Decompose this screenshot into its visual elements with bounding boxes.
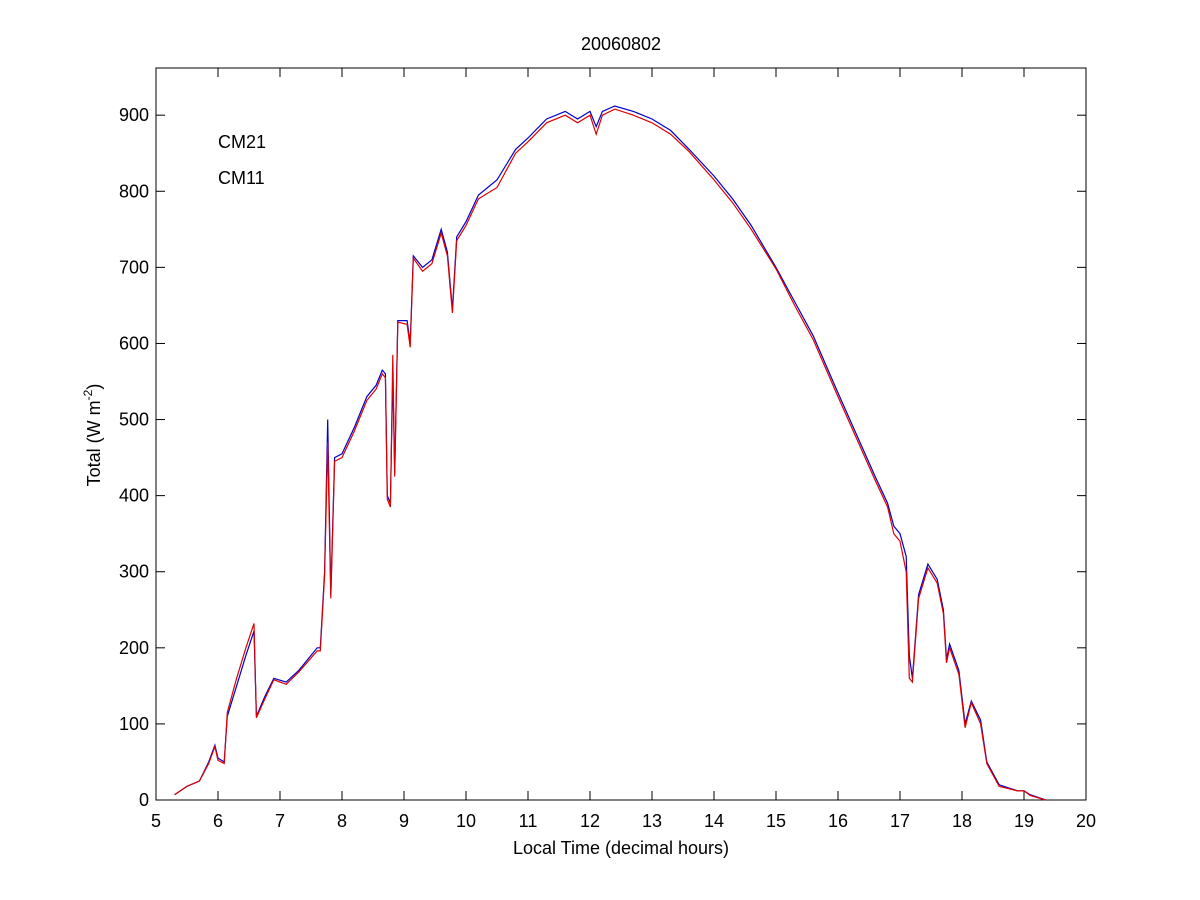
y-tick-label: 600 — [119, 333, 149, 353]
x-tick-label: 11 — [519, 811, 538, 831]
y-tick-label: 400 — [119, 486, 149, 506]
plot-frame — [155, 67, 1087, 801]
x-tick-label: 5 — [151, 811, 161, 831]
chart-title: 20060802 — [581, 34, 661, 54]
x-axis-label: Local Time (decimal hours) — [513, 838, 729, 858]
y-tick-label: 700 — [119, 257, 149, 277]
y-axis-label-main: Total (W m — [84, 400, 104, 486]
x-tick-label: 17 — [890, 811, 910, 831]
x-tick-label: 12 — [580, 811, 600, 831]
x-tick-label: 8 — [337, 811, 347, 831]
x-tick-label: 20 — [1076, 811, 1096, 831]
legend-label: CM21 — [218, 132, 266, 152]
y-tick-label: 200 — [119, 638, 149, 658]
x-tick-label: 9 — [399, 811, 409, 831]
y-tick-label: 800 — [119, 181, 149, 201]
x-tick-label: 15 — [766, 811, 786, 831]
x-tick-label: 13 — [642, 811, 662, 831]
x-tick-label: 6 — [213, 811, 223, 831]
y-tick-label: 500 — [119, 410, 149, 430]
x-tick-label: 18 — [952, 811, 972, 831]
y-axis-label-end: ) — [84, 384, 104, 390]
series-line — [174, 108, 1046, 801]
y-tick-label: 300 — [119, 562, 149, 582]
series-line — [174, 105, 1046, 801]
x-tick-label: 19 — [1014, 811, 1034, 831]
x-tick-label: 10 — [456, 811, 476, 831]
y-axis-label-superscript: -2 — [81, 389, 95, 400]
x-tick-label: 14 — [704, 811, 724, 831]
x-tick-label: 16 — [828, 811, 848, 831]
y-tick-label: 900 — [119, 105, 149, 125]
y-axis-label: Total (W m-2) — [81, 384, 104, 487]
y-tick-label: 100 — [119, 714, 149, 734]
x-tick-label: 7 — [275, 811, 285, 831]
legend-label: CM11 — [218, 168, 265, 188]
y-tick-label: 0 — [139, 790, 149, 810]
